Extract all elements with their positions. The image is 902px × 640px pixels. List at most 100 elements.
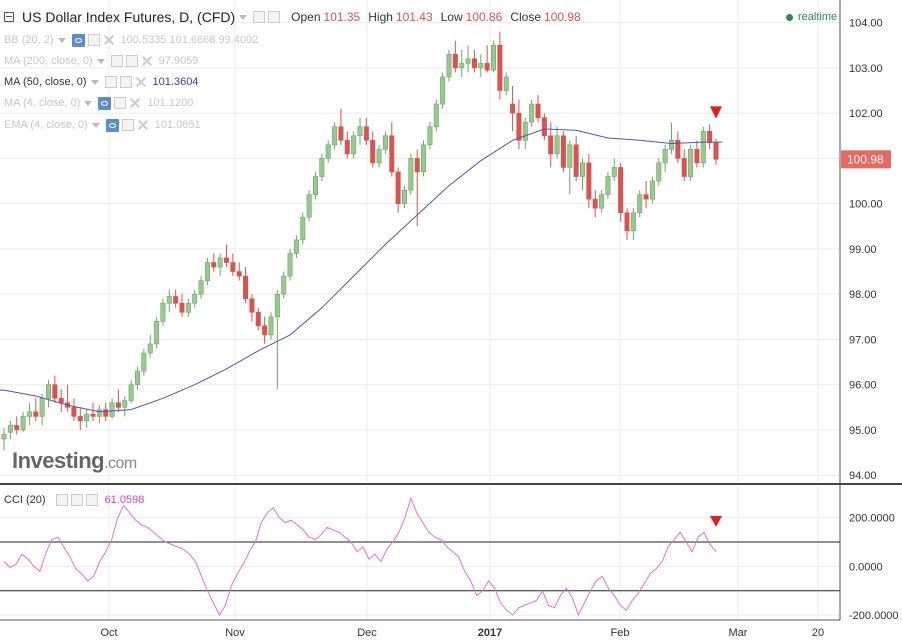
candle-body (573, 144, 579, 177)
candle-body (713, 142, 719, 160)
candle-body (20, 416, 26, 431)
candle-body (522, 121, 528, 141)
indicator-ma200-close-icon[interactable] (141, 55, 153, 67)
indicator-ema4-eye-icon[interactable] (105, 118, 119, 132)
indicator-ma200[interactable]: MA (200, close, 0) 97.9059 (4, 53, 198, 69)
x-tick-label: 20 (812, 627, 824, 639)
indicator-ma4-value: 101.1200 (147, 97, 194, 109)
indicator-ema4-dropdown-icon[interactable] (91, 122, 100, 128)
indicator-ma50-dropdown-icon[interactable] (90, 79, 99, 85)
indicator-ema4[interactable]: EMA (4, close, 0) 101.0651 (4, 117, 201, 133)
settings-gear-icon[interactable] (268, 11, 281, 23)
indicator-ma4-dropdown-icon[interactable] (84, 100, 93, 106)
indicator-bb-value-3: 99.4002 (218, 34, 259, 46)
candle-body (236, 271, 242, 277)
candle-body (109, 402, 115, 417)
candle-body (135, 370, 141, 385)
title-dropdown-icon[interactable] (239, 14, 248, 20)
candle-body (306, 194, 312, 218)
y-tick-label: 100.00 (849, 199, 883, 211)
collapse-icon[interactable] (4, 12, 14, 22)
candle-body (77, 416, 83, 422)
indicator-ma4[interactable]: MA (4, close, 0) 101.1200 (4, 95, 193, 111)
candle-body (516, 112, 522, 141)
candle-body (1, 434, 7, 440)
candle-body (128, 384, 134, 401)
candle-body (332, 126, 338, 146)
cci-header[interactable]: CCI (20) 61.0598 (4, 494, 144, 506)
candle-body (26, 411, 32, 417)
realtime-indicator: realtime (786, 11, 837, 23)
candle-body (478, 63, 484, 69)
indicator-ma50-label: MA (50, close, 0) (4, 76, 87, 88)
indicator-bb-eye-icon[interactable] (71, 33, 85, 47)
high-value: 101.43 (395, 10, 433, 24)
chart-header: US Dollar Index Futures, D, (CFD) Open 1… (0, 0, 840, 140)
candle-body (529, 103, 535, 123)
indicator-ma200-label: MA (200, close, 0) (4, 55, 93, 67)
x-tick-label: Oct (100, 627, 117, 639)
indicator-bb-close-icon[interactable] (103, 34, 115, 46)
indicator-ma200-dropdown-icon[interactable] (96, 58, 105, 64)
y-tick-label: 102.00 (849, 108, 883, 120)
candle-body (421, 144, 427, 173)
cci-close-icon[interactable] (85, 494, 98, 506)
candle-body (268, 316, 274, 336)
indicator-ema4-settings-icon[interactable] (121, 119, 134, 131)
indicator-ema4-close-icon[interactable] (137, 119, 149, 131)
indicator-ma50[interactable]: MA (50, close, 0) 101.3604 (4, 74, 198, 90)
candle-body (560, 135, 566, 168)
indicator-bb-dropdown-icon[interactable] (57, 37, 66, 43)
indicator-ma4-close-icon[interactable] (129, 97, 141, 109)
candle-body (465, 58, 471, 64)
open-value: 101.35 (323, 10, 361, 24)
logo-suffix: .com (104, 455, 137, 472)
indicator-ma50-close-icon[interactable] (135, 76, 147, 88)
cci-settings-icon[interactable] (70, 494, 83, 506)
indicator-ma200-settings-icon[interactable] (125, 55, 138, 67)
candle-body (535, 103, 541, 118)
candle-body (656, 162, 662, 182)
candle-body (484, 63, 490, 71)
indicator-ma200-eye-icon[interactable] (110, 55, 123, 67)
candle-body (605, 176, 611, 195)
indicator-ma50-eye-icon[interactable] (104, 76, 117, 88)
candle-body (497, 44, 503, 91)
candle-body (688, 149, 694, 177)
candle-body (103, 409, 109, 417)
candle-body (452, 54, 458, 69)
cci-eye-icon[interactable] (55, 494, 68, 506)
candle-body (351, 135, 357, 155)
candle-body (681, 158, 687, 177)
candle-body (319, 158, 325, 177)
cci-y-tick-label: 0.0000 (849, 561, 883, 573)
low-value: 100.86 (465, 10, 503, 24)
candle-body (541, 117, 547, 137)
candle-body (211, 262, 217, 268)
candle-body (370, 140, 376, 164)
cci-y-tick-label: 200.0000 (849, 513, 895, 525)
candle-body (160, 302, 166, 322)
candle-body (567, 144, 573, 168)
candle-body (58, 397, 64, 404)
indicator-bb[interactable]: BB (20, 2) 100.5335 101.6668 99.4002 (4, 32, 258, 48)
last-price-box (841, 150, 891, 169)
indicator-ema4-value: 101.0651 (154, 119, 201, 131)
indicator-ma50-settings-icon[interactable] (119, 76, 132, 88)
cci-signal-marker-icon (710, 516, 722, 527)
candle-body (71, 407, 77, 417)
indicator-ma4-eye-icon[interactable] (98, 96, 112, 110)
candle-body (115, 402, 121, 408)
indicator-ma4-label: MA (4, close, 0) (4, 97, 81, 109)
y-tick-label: 94.00 (849, 470, 877, 482)
settings-icon[interactable] (253, 11, 266, 23)
x-tick-label: Dec (357, 627, 377, 639)
indicator-ma4-settings-icon[interactable] (114, 97, 127, 109)
high-label: High (368, 10, 393, 24)
candle-body (141, 352, 147, 372)
candle-body (700, 130, 706, 164)
indicator-bb-settings-icon[interactable] (87, 34, 100, 46)
y-tick-label: 104.00 (849, 18, 883, 30)
y-tick-label: 95.00 (849, 425, 877, 437)
